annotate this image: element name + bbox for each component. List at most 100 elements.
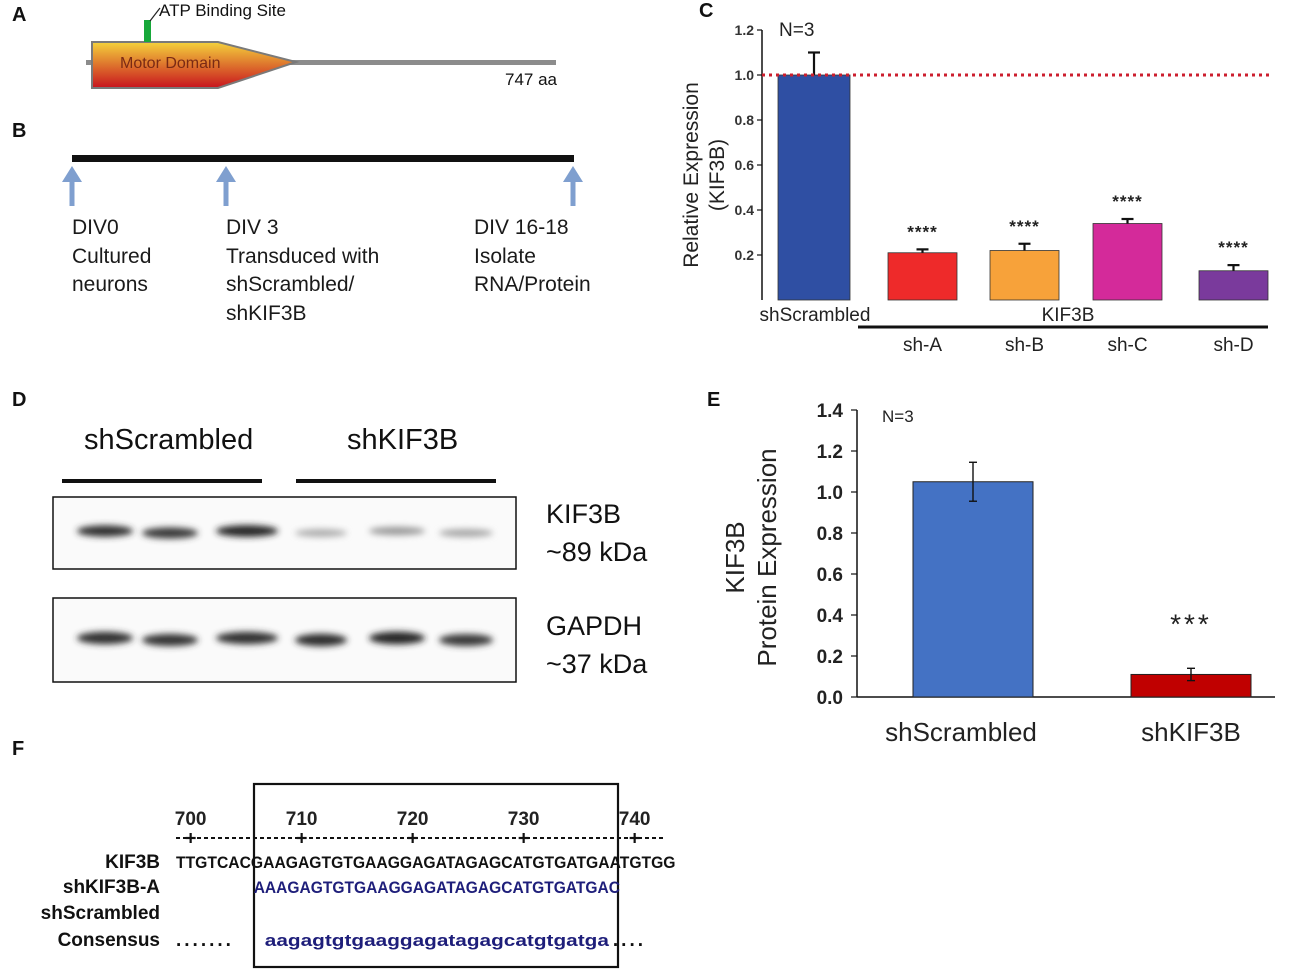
- alignment-highlight-box: [252, 782, 620, 969]
- atp-binding-site-marker: [144, 20, 151, 42]
- e-y-tick-label: 0.2: [817, 647, 843, 668]
- c-y-label-line: Relative Expression: [680, 82, 703, 268]
- c-y-tick-label: 1.2: [735, 22, 755, 38]
- motor-domain-shape: [91, 41, 300, 89]
- c-y-label-line: (KIF3B): [706, 139, 729, 211]
- timeline-step-line: Transduced with: [226, 244, 380, 268]
- consensus-dots-left: .......: [176, 930, 234, 951]
- alignment-row-label: shKIF3B-A: [63, 877, 160, 898]
- c-category-label: sh-A: [903, 335, 942, 356]
- alignment-position-label: 710: [286, 809, 318, 830]
- c-y-tick-label: 1.0: [735, 67, 755, 83]
- e-y-tick-label: 1.2: [817, 442, 843, 463]
- blot-band: [142, 633, 198, 647]
- c-category-label: sh-D: [1213, 335, 1253, 356]
- c-y-tick-label: 0.4: [735, 202, 755, 218]
- c-bar-sh-A: [887, 252, 958, 301]
- atp-binding-site-label: ATP Binding Site: [159, 1, 286, 20]
- e-y-tick-label: 0.0: [817, 688, 843, 709]
- alignment-position-label: 740: [619, 809, 651, 830]
- e-y-label-line: KIF3B: [720, 521, 750, 593]
- timeline-step-line: Isolate: [474, 244, 536, 268]
- c-y-tick-label: 0.2: [735, 247, 755, 263]
- alignment-position-label: 700: [175, 809, 207, 830]
- c-bar-sh-C: [1092, 223, 1163, 301]
- panel-letter-f: F: [12, 738, 25, 760]
- c-bar-shScrambled: [777, 74, 851, 301]
- blot-group-label-scrambled: shScrambled: [84, 424, 254, 456]
- timeline-step-line: RNA/Protein: [474, 273, 591, 296]
- timeline-arrow-shaft: [69, 180, 75, 206]
- alignment-row-seq: aagagtgtgaaggagatagagcatgtgatga: [265, 931, 610, 950]
- c-category-label: sh-C: [1107, 335, 1147, 356]
- blot-band: [77, 525, 133, 537]
- c-annotation: N=3: [779, 20, 814, 41]
- alignment-row-seq: AAAGAGTGTGAAGGAGATAGAGCATGTGATGAC: [254, 878, 620, 897]
- c-y-axis-label: Relative Expression (KIF3B): [680, 82, 729, 268]
- e-y-tick-label: 0.4: [817, 606, 844, 627]
- c-significance: ****: [907, 222, 937, 241]
- protein-length-label: 747 aa: [505, 70, 558, 89]
- blot-name-gapdh: GAPDH: [546, 611, 643, 641]
- blot-band: [142, 527, 198, 539]
- blot-size-kif3b: ~89 kDa: [546, 537, 648, 567]
- blot-band: [439, 528, 493, 538]
- timeline-step-line: shKIF3B: [226, 301, 307, 325]
- alignment-row-label: shScrambled: [41, 903, 160, 924]
- timeline-step-0: DIV0 Cultured neurons: [72, 214, 151, 300]
- timeline-step-line: neurons: [72, 273, 148, 296]
- c-bar-sh-D: [1198, 270, 1269, 301]
- consensus-dots-right: ....: [613, 930, 646, 951]
- blot-label-kif3b: KIF3B ~89 kDa: [546, 495, 647, 571]
- c-category-label: shScrambled: [760, 305, 871, 326]
- c-bar-sh-B: [989, 250, 1060, 301]
- atp-leader-line: [149, 7, 161, 22]
- blot-band: [295, 633, 347, 647]
- e-y-label-line: Protein Expression: [752, 448, 782, 666]
- c-significance: ****: [1218, 238, 1248, 257]
- e-category-label: shKIF3B: [1141, 717, 1241, 747]
- alignment-row-label: Consensus: [58, 930, 160, 951]
- western-blot-images: [52, 496, 517, 683]
- panel-letter-a: A: [12, 4, 27, 26]
- c-category-label: sh-B: [1005, 335, 1044, 356]
- blot-band: [295, 529, 347, 537]
- sequence-alignment: 700 710 720 730 740 KIF3B TTGTCACGAAGAGTGTGAAG…: [41, 782, 676, 969]
- c-significance: ****: [1112, 192, 1142, 211]
- blot-band: [439, 633, 493, 647]
- e-y-tick-label: 0.8: [817, 524, 843, 545]
- blot-band: [369, 526, 425, 536]
- timeline-arrow-head: [216, 166, 236, 182]
- alignment-row-label: KIF3B: [105, 852, 160, 873]
- e-y-tick-label: 1.4: [817, 401, 844, 422]
- timeline-step-line: DIV 16-18: [474, 216, 569, 239]
- blot-band: [369, 631, 425, 645]
- motor-domain-label: Motor Domain: [120, 55, 220, 72]
- e-annotation: N=3: [882, 407, 914, 426]
- group-bracket-kif3b: [296, 479, 496, 483]
- chart-e-protein-expression: 0.0 0.2 0.4 0.6 0.8 1.0 1.2 1.4 KIF3BProtein Exp…: [720, 401, 1275, 747]
- alignment-position-label: 730: [508, 809, 540, 830]
- c-y-tick-label: 0.6: [735, 157, 755, 173]
- blot-size-gapdh: ~37 kDa: [546, 649, 648, 679]
- alignment-sequence: TTGTCACGAAGAGTGTGAAGGAGATAGAGCATGTGATGAA…: [176, 853, 676, 872]
- blot-band: [216, 631, 278, 645]
- c-group-label: KIF3B: [1042, 305, 1095, 326]
- protein-backbone: [86, 60, 556, 65]
- panel-letter-c: C: [699, 0, 714, 22]
- timeline-step-2: DIV 16-18 Isolate RNA/Protein: [474, 214, 591, 300]
- group-bracket-scrambled: [62, 479, 262, 483]
- panel-letter-b: B: [12, 120, 27, 142]
- timeline-step-line: DIV 3: [226, 216, 279, 239]
- timeline-step-1: DIV 3 Transduced with shScrambled/shKIF3B: [226, 214, 379, 328]
- alignment-sequence: aagagtgtgaaggagatagagcatgtgatga: [265, 931, 610, 950]
- e-bar-shScrambled: [912, 481, 1034, 698]
- timeline-arrows: [62, 166, 583, 206]
- panel-a-diagram: ATP Binding Site Motor Domain 747 aa: [86, 1, 558, 89]
- blot-group-label-kif3b: shKIF3B: [347, 424, 459, 456]
- blot-band: [216, 525, 278, 537]
- timeline-arrow-head: [563, 166, 583, 182]
- timeline-arrow-shaft: [223, 180, 229, 206]
- chart-c-relative-expression: 0.2 0.4 0.6 0.8 1.0 1.2 Relative Expression (KI…: [680, 20, 1270, 356]
- panel-letter-d: D: [12, 389, 27, 411]
